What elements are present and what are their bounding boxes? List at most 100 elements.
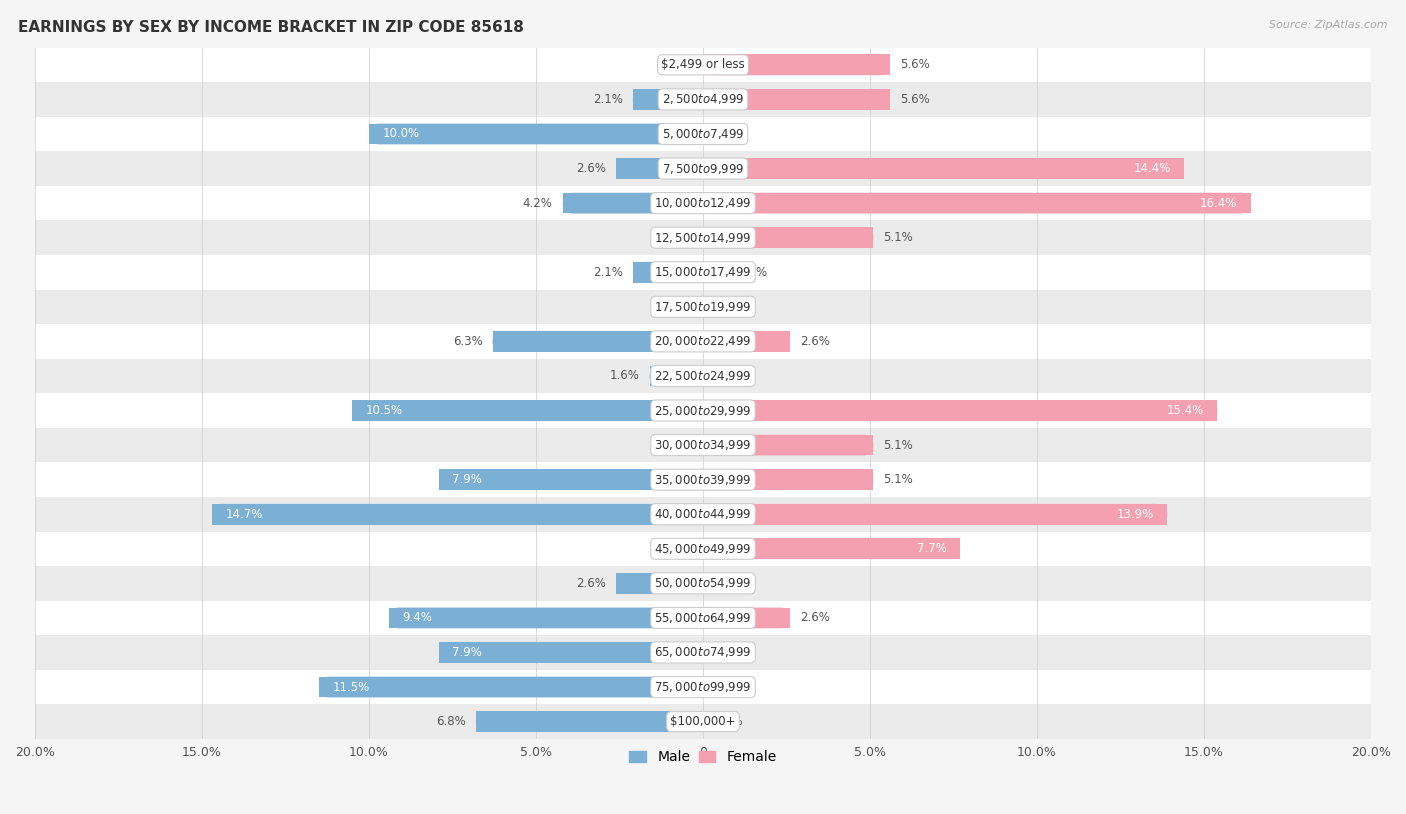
Text: 0.51%: 0.51% <box>730 265 768 278</box>
Text: 11.5%: 11.5% <box>332 681 370 694</box>
FancyBboxPatch shape <box>703 470 873 490</box>
Text: 2.1%: 2.1% <box>593 265 623 278</box>
Text: $40,000 to $44,999: $40,000 to $44,999 <box>654 507 752 521</box>
FancyBboxPatch shape <box>475 711 703 732</box>
Text: $12,500 to $14,999: $12,500 to $14,999 <box>654 230 752 245</box>
Bar <box>703 504 1167 524</box>
Bar <box>703 400 1218 421</box>
FancyBboxPatch shape <box>650 365 703 387</box>
Bar <box>703 607 790 628</box>
Text: 0.0%: 0.0% <box>713 370 742 383</box>
Bar <box>633 262 703 282</box>
Legend: Male, Female: Male, Female <box>624 745 782 770</box>
Bar <box>35 359 1371 393</box>
Bar <box>439 642 703 663</box>
FancyBboxPatch shape <box>616 573 703 593</box>
FancyBboxPatch shape <box>703 193 1251 213</box>
Bar <box>35 221 1371 255</box>
Bar <box>703 538 960 559</box>
Bar <box>703 262 720 282</box>
FancyBboxPatch shape <box>703 158 1184 179</box>
Bar <box>35 428 1371 462</box>
Text: 0.0%: 0.0% <box>664 300 693 313</box>
Bar <box>35 151 1371 186</box>
Bar <box>35 704 1371 739</box>
Text: $22,500 to $24,999: $22,500 to $24,999 <box>654 369 752 383</box>
Bar <box>35 290 1371 324</box>
Text: $65,000 to $74,999: $65,000 to $74,999 <box>654 646 752 659</box>
Text: 6.8%: 6.8% <box>436 716 465 729</box>
Text: 0.0%: 0.0% <box>664 439 693 452</box>
Text: $75,000 to $99,999: $75,000 to $99,999 <box>654 680 752 694</box>
Bar <box>35 47 1371 82</box>
Text: $30,000 to $34,999: $30,000 to $34,999 <box>654 438 752 452</box>
Text: 7.9%: 7.9% <box>453 473 482 486</box>
Bar <box>650 365 703 387</box>
FancyBboxPatch shape <box>703 331 790 352</box>
Text: 2.6%: 2.6% <box>800 611 830 624</box>
Text: 7.9%: 7.9% <box>453 646 482 659</box>
Text: 2.6%: 2.6% <box>800 335 830 348</box>
FancyBboxPatch shape <box>703 504 1167 524</box>
FancyBboxPatch shape <box>703 262 720 282</box>
Text: $100,000+: $100,000+ <box>671 716 735 729</box>
FancyBboxPatch shape <box>212 504 703 524</box>
Text: $5,000 to $7,499: $5,000 to $7,499 <box>662 127 744 141</box>
Bar <box>212 504 703 524</box>
Text: 0.0%: 0.0% <box>713 577 742 590</box>
Text: 7.7%: 7.7% <box>917 542 946 555</box>
Text: 9.4%: 9.4% <box>402 611 432 624</box>
Text: 2.1%: 2.1% <box>593 93 623 106</box>
Bar <box>35 393 1371 428</box>
FancyBboxPatch shape <box>319 676 703 698</box>
FancyBboxPatch shape <box>703 538 960 559</box>
Bar <box>35 635 1371 670</box>
Text: 10.0%: 10.0% <box>382 128 419 141</box>
Text: 15.4%: 15.4% <box>1167 404 1204 417</box>
Bar <box>703 193 1251 213</box>
Text: 0.0%: 0.0% <box>713 646 742 659</box>
Text: $2,500 to $4,999: $2,500 to $4,999 <box>662 93 744 107</box>
Bar <box>703 331 790 352</box>
Bar <box>703 227 873 248</box>
Text: 5.1%: 5.1% <box>883 439 912 452</box>
FancyBboxPatch shape <box>492 331 703 352</box>
Bar <box>35 116 1371 151</box>
Bar <box>35 324 1371 359</box>
FancyBboxPatch shape <box>703 400 1218 421</box>
Bar <box>319 676 703 698</box>
Bar <box>389 607 703 628</box>
Text: $2,499 or less: $2,499 or less <box>661 59 745 72</box>
Text: 13.9%: 13.9% <box>1116 508 1154 521</box>
Text: 2.6%: 2.6% <box>576 162 606 175</box>
Text: 0.0%: 0.0% <box>713 128 742 141</box>
Text: 16.4%: 16.4% <box>1201 197 1237 210</box>
FancyBboxPatch shape <box>439 642 703 663</box>
Text: 14.4%: 14.4% <box>1133 162 1171 175</box>
Text: $35,000 to $39,999: $35,000 to $39,999 <box>654 473 752 487</box>
Bar <box>703 470 873 490</box>
Text: 5.1%: 5.1% <box>883 231 912 244</box>
Bar <box>492 331 703 352</box>
Text: $50,000 to $54,999: $50,000 to $54,999 <box>654 576 752 590</box>
Bar <box>616 158 703 179</box>
Text: Source: ZipAtlas.com: Source: ZipAtlas.com <box>1270 20 1388 30</box>
Text: 14.7%: 14.7% <box>225 508 263 521</box>
FancyBboxPatch shape <box>389 607 703 628</box>
Text: $17,500 to $19,999: $17,500 to $19,999 <box>654 300 752 314</box>
Text: 1.6%: 1.6% <box>610 370 640 383</box>
Bar <box>35 566 1371 601</box>
FancyBboxPatch shape <box>353 400 703 421</box>
FancyBboxPatch shape <box>633 89 703 110</box>
Bar <box>35 601 1371 635</box>
Text: 4.2%: 4.2% <box>523 197 553 210</box>
FancyBboxPatch shape <box>703 607 790 628</box>
Bar <box>35 255 1371 290</box>
Bar <box>439 470 703 490</box>
Bar <box>475 711 703 732</box>
Bar <box>35 670 1371 704</box>
Text: $25,000 to $29,999: $25,000 to $29,999 <box>654 404 752 418</box>
Bar <box>35 82 1371 116</box>
Bar <box>368 124 703 144</box>
Text: 0.0%: 0.0% <box>664 542 693 555</box>
